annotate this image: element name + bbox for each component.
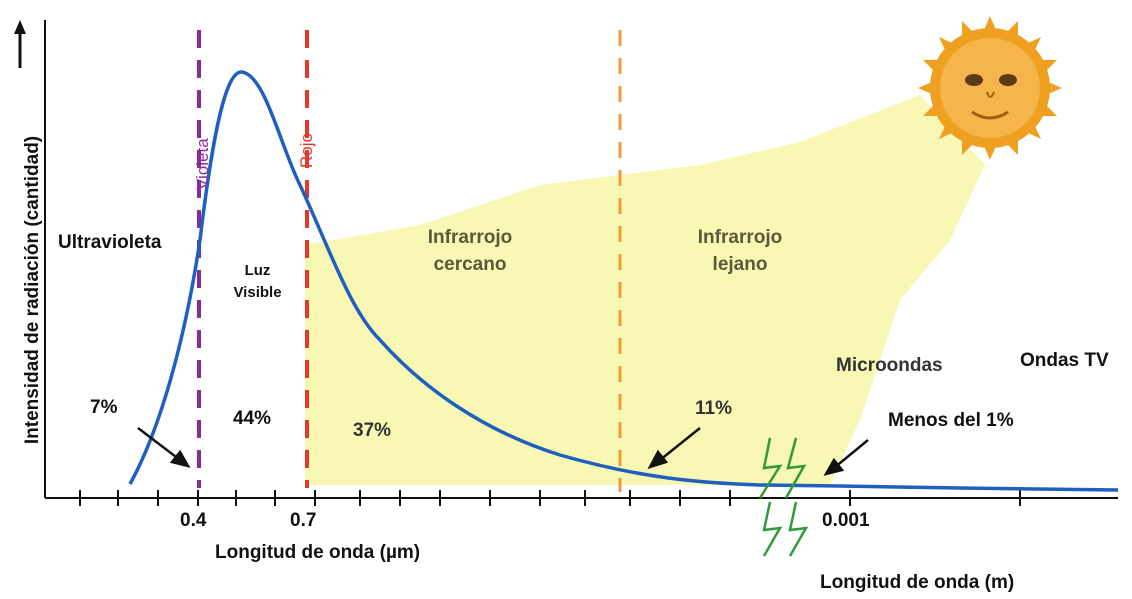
ultraviolet-label: Ultravioleta [58, 232, 162, 253]
radiation-curve [128, 70, 1119, 492]
far-infrared-label-2: lejano [712, 254, 768, 275]
sun-face-icon [918, 16, 1062, 160]
axis-break-icon [784, 437, 809, 557]
near-infrared-label-2: cercano [433, 254, 507, 275]
axis-break-icon [758, 437, 783, 557]
y-axis-label: Intensidad de radiación (cantidad) [22, 135, 43, 445]
microwaves-label: Microondas [836, 355, 943, 376]
far-infrared-label-1: Infrarrojo [697, 227, 783, 248]
visible-light-label-2: Visible [233, 284, 282, 301]
x-axis-ticks [79, 490, 1021, 506]
tick-label-0-001: 0.001 [822, 510, 870, 531]
pointer-arrows [137, 427, 869, 476]
uv-percent: 7% [90, 397, 118, 418]
visible-percent: 44% [233, 408, 272, 429]
violet-label: Violeta [193, 138, 212, 190]
red-label: Rojo [297, 133, 316, 168]
tick-label-0-7: 0.7 [290, 510, 317, 531]
near-infrared-label-1: Infrarrojo [427, 227, 513, 248]
less-than-one-percent: Menos del 1% [888, 410, 1014, 431]
x-axis-label-meters: Longitud de onda (m) [820, 572, 1015, 593]
arrow-up-icon [14, 20, 26, 34]
tv-waves-label: Ondas TV [1020, 350, 1109, 371]
x-axis-label-micrometers: Longitud de onda (µm) [215, 542, 421, 563]
infrared-fill-area [305, 95, 985, 485]
tick-label-0-4: 0.4 [180, 510, 207, 531]
near-infrared-percent: 37% [353, 420, 392, 441]
visible-light-label-1: Luz [244, 262, 271, 279]
far-infrared-percent: 11% [695, 398, 732, 419]
